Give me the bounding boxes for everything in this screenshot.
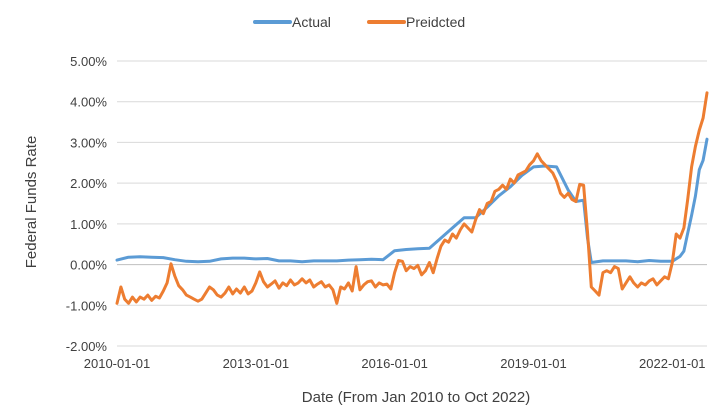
legend-label-actual: Actual [292, 14, 331, 30]
y-tick-label: 1.00% [70, 217, 107, 232]
x-tick-label: 2013-01-01 [223, 356, 290, 371]
x-tick-label: 2010-01-01 [84, 356, 151, 371]
y-tick-label: 0.00% [70, 258, 107, 273]
legend-label-predicted: Preidcted [406, 14, 465, 30]
x-tick-label: 2019-01-01 [500, 356, 567, 371]
y-axis-ticks: -2.00% -1.00% 0.00% 1.00% 2.00% 3.00% 4.00% 5.0… [66, 54, 108, 354]
series-line-predicted [115, 91, 709, 305]
y-tick-label: 3.00% [70, 135, 107, 150]
x-tick-label: 2022-01-01 [639, 356, 706, 371]
x-tick-label: 2016-01-01 [361, 356, 428, 371]
y-axis-title: Federal Funds Rate [23, 136, 40, 269]
x-axis-ticks: 2010-01-01 2013-01-01 2016-01-01 2019-01-01… [84, 356, 706, 371]
legend: Actual Preidcted [253, 14, 465, 30]
y-tick-label: -2.00% [66, 339, 108, 354]
series-lines [115, 91, 709, 305]
y-tick-label: 5.00% [70, 54, 107, 69]
series-line-actual [115, 137, 709, 264]
y-tick-label: 4.00% [70, 95, 107, 110]
y-tick-label: -1.00% [66, 298, 108, 313]
x-axis-title: Date (From Jan 2010 to Oct 2022) [302, 389, 530, 406]
y-tick-label: 2.00% [70, 176, 107, 191]
gridlines [117, 60, 707, 347]
